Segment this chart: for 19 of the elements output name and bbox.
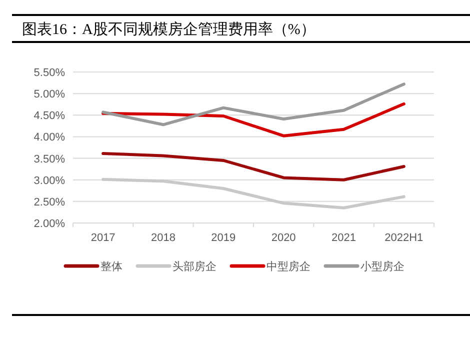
legend-label: 头部房企	[172, 260, 216, 273]
legend-label: 中型房企	[266, 260, 310, 273]
y-tick-label: 5.50%	[34, 67, 66, 79]
y-tick-label: 4.00%	[34, 132, 66, 144]
chart-title: 图表16：A股不同规模房企管理费用率（%）	[22, 21, 316, 38]
x-tick-label: 2018	[151, 232, 176, 244]
y-tick-label: 3.50%	[34, 153, 66, 166]
y-tick-label: 4.50%	[34, 110, 66, 122]
x-tick-label: 2021	[332, 232, 356, 244]
legend-label: 整体	[100, 261, 122, 273]
x-tick-label: 2020	[271, 232, 296, 244]
x-tick-label: 2017	[90, 232, 116, 244]
y-tick-label: 2.00%	[34, 218, 66, 230]
y-tick-label: 3.00%	[34, 174, 66, 187]
y-tick-label: 2.50%	[34, 196, 66, 208]
legend-label: 小型房企	[360, 260, 404, 273]
x-tick-label: 2022H1	[384, 232, 424, 244]
y-tick-label: 5.00%	[34, 88, 66, 101]
x-tick-label: 2019	[211, 232, 236, 244]
